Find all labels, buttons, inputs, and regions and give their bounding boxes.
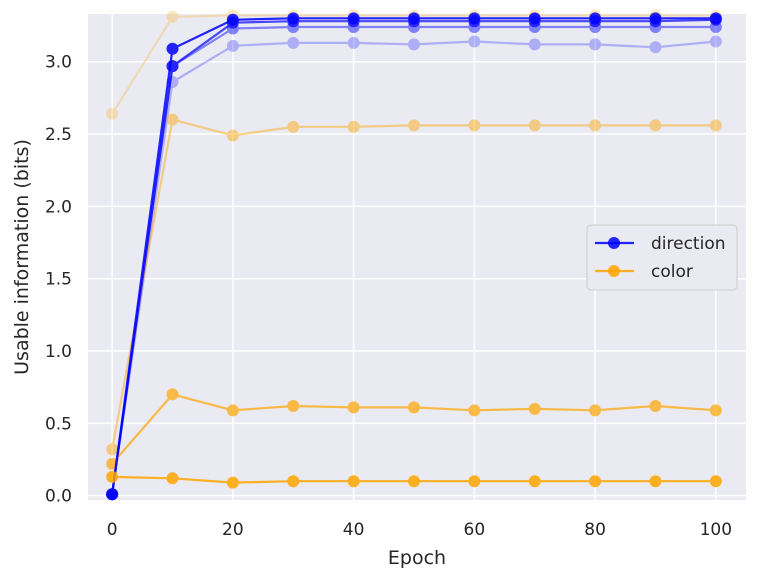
color-data-point <box>528 475 541 488</box>
x-tick-label: 20 <box>222 520 244 540</box>
x-tick-label: 100 <box>700 520 732 540</box>
direction-data-point <box>287 12 300 25</box>
legend-direction-marker <box>608 237 620 249</box>
color-data-point <box>226 129 239 142</box>
y-tick-label: 1.5 <box>45 270 72 290</box>
tick-labels: 0 20 40 60 80 100 0.0 0.5 1.0 1.5 2.0 2.5 3.0 <box>45 53 732 540</box>
color-series <box>106 470 722 489</box>
direction-data-point <box>407 38 420 51</box>
direction-series-line <box>111 40 716 495</box>
direction-data-point <box>468 12 481 25</box>
color-data-point <box>528 119 541 132</box>
color-data-point <box>589 404 602 417</box>
x-axis-title: Epoch <box>388 547 446 569</box>
color-data-point <box>709 119 722 132</box>
legend-direction-label: direction <box>651 234 726 254</box>
direction-series <box>106 12 722 501</box>
color-series-line <box>111 118 716 450</box>
color-data-point <box>649 119 662 132</box>
y-tick-label: 2.0 <box>45 197 72 217</box>
direction-data-point <box>528 12 541 25</box>
x-tick-label: 40 <box>343 520 365 540</box>
direction-data-point <box>226 39 239 52</box>
color-data-point <box>287 120 300 133</box>
direction-data-point <box>649 41 662 54</box>
color-data-point <box>287 475 300 488</box>
direction-data-point <box>589 12 602 25</box>
direction-data-point <box>649 12 662 25</box>
color-data-point <box>407 119 420 132</box>
color-data-point <box>347 120 360 133</box>
y-tick-label: 0.0 <box>45 487 72 507</box>
color-data-point <box>649 475 662 488</box>
direction-data-point <box>166 42 179 55</box>
color-data-point <box>528 402 541 415</box>
x-tick-label: 60 <box>464 520 486 540</box>
color-data-point <box>709 475 722 488</box>
color-data-point <box>347 401 360 414</box>
direction-data-point <box>528 38 541 51</box>
y-axis-title: Usable information (bits) <box>11 139 33 375</box>
color-data-point <box>166 472 179 485</box>
color-data-point <box>407 475 420 488</box>
color-data-point <box>709 404 722 417</box>
direction-data-point <box>226 13 239 26</box>
direction-data-point <box>106 488 119 501</box>
y-tick-label: 2.5 <box>45 125 72 145</box>
direction-data-point <box>166 60 179 73</box>
direction-data-point <box>468 35 481 48</box>
color-data-point <box>407 401 420 414</box>
series-layer <box>106 9 722 501</box>
color-data-point <box>106 470 119 483</box>
legend-color-marker <box>608 265 620 277</box>
color-data-point <box>589 119 602 132</box>
legend: direction color <box>586 224 738 291</box>
x-tick-label: 80 <box>584 520 606 540</box>
color-data-point <box>468 119 481 132</box>
direction-data-point <box>347 36 360 49</box>
y-tick-label: 0.5 <box>45 414 72 434</box>
color-data-point <box>106 107 119 120</box>
color-data-point <box>166 113 179 126</box>
color-data-point <box>287 399 300 412</box>
direction-data-point <box>589 38 602 51</box>
color-series <box>106 388 722 470</box>
color-data-point <box>468 475 481 488</box>
direction-data-point <box>287 36 300 49</box>
direction-data-point <box>709 12 722 25</box>
legend-box <box>586 224 738 291</box>
y-tick-label: 1.0 <box>45 342 72 362</box>
y-tick-label: 3.0 <box>45 53 72 73</box>
direction-data-point <box>709 35 722 48</box>
color-data-point <box>166 10 179 23</box>
color-data-point <box>468 404 481 417</box>
color-data-point <box>589 475 602 488</box>
color-series <box>106 113 722 456</box>
x-tick-label: 0 <box>107 520 118 540</box>
color-data-point <box>226 476 239 489</box>
color-data-point <box>226 404 239 417</box>
color-data-point <box>649 399 662 412</box>
color-data-point <box>166 388 179 401</box>
legend-color-label: color <box>651 262 693 282</box>
color-data-point <box>347 475 360 488</box>
color-data-point <box>106 443 119 456</box>
direction-data-point <box>407 12 420 25</box>
direction-data-point <box>347 12 360 25</box>
